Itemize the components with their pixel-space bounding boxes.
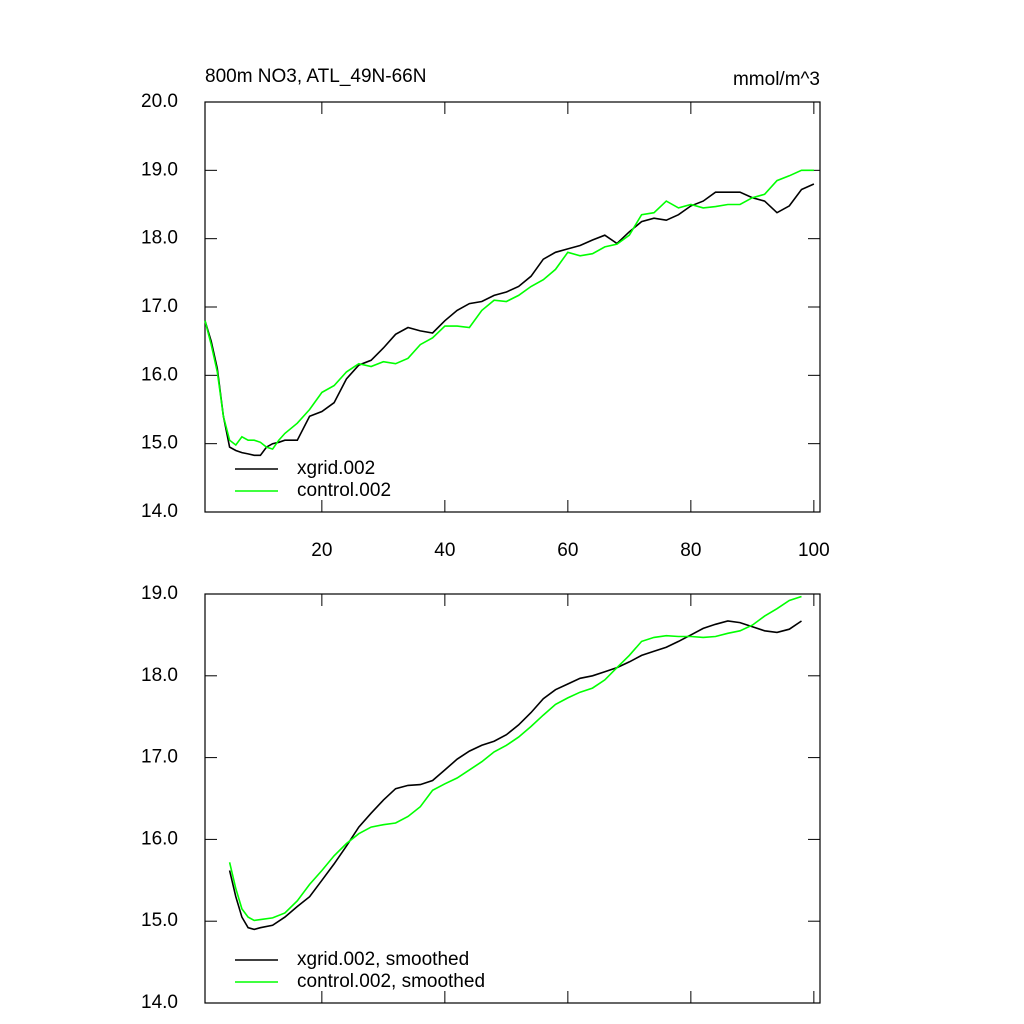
y-tick-label: 16.0 bbox=[141, 364, 178, 385]
y-tick-label: 19.0 bbox=[141, 583, 178, 604]
y-tick-label: 14.0 bbox=[141, 992, 178, 1013]
chart-title: 800m NO3, ATL_49N-66N bbox=[205, 66, 426, 87]
x-tick-label: 20 bbox=[311, 540, 332, 561]
data-line bbox=[228, 620, 802, 931]
data-line bbox=[228, 595, 802, 922]
data-line bbox=[204, 183, 815, 457]
plot-frame bbox=[204, 101, 821, 513]
legend-label: xgrid.002 bbox=[297, 458, 375, 479]
plot-frame bbox=[204, 593, 821, 1004]
legend-label: xgrid.002, smoothed bbox=[297, 949, 469, 970]
x-tick-label: 40 bbox=[434, 540, 455, 561]
x-tick-label: 100 bbox=[798, 540, 830, 561]
legend-label: control.002 bbox=[297, 480, 391, 501]
data-line bbox=[204, 169, 814, 451]
y-tick-label: 16.0 bbox=[141, 828, 178, 849]
y-tick-label: 15.0 bbox=[141, 910, 178, 931]
y-tick-label: 15.0 bbox=[141, 433, 178, 454]
y-tick-label: 19.0 bbox=[141, 159, 178, 180]
y-tick-label: 17.0 bbox=[141, 747, 178, 768]
y-tick-label: 18.0 bbox=[141, 228, 178, 249]
y-tick-label: 17.0 bbox=[141, 296, 178, 317]
y-tick-label: 14.0 bbox=[141, 501, 178, 522]
legend-label: control.002, smoothed bbox=[297, 971, 485, 992]
y-tick-label: 20.0 bbox=[141, 91, 178, 112]
x-tick-label: 60 bbox=[557, 540, 578, 561]
y-tick-label: 18.0 bbox=[141, 665, 178, 686]
units-label: mmol/m^3 bbox=[733, 69, 820, 90]
x-tick-label: 80 bbox=[680, 540, 701, 561]
